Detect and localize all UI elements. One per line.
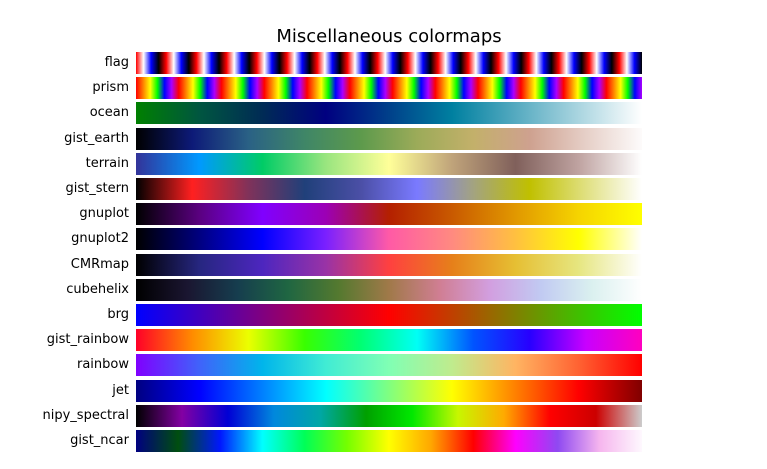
colormap-bar-nipy-spectral xyxy=(136,404,642,427)
colormap-label: prism xyxy=(92,80,129,96)
colormap-label: brg xyxy=(107,307,129,322)
colormap-bar-brg xyxy=(136,304,642,326)
colormap-bar-cubehelix xyxy=(136,278,642,301)
colormap-label: jet xyxy=(112,382,129,398)
colormap-bar-gist-ncar xyxy=(136,430,642,452)
colormap-bar-flag xyxy=(136,52,642,74)
colormap-bar-gist-earth xyxy=(136,127,642,150)
colormap-label: gist_ncar xyxy=(70,433,129,448)
colormap-label: gist_rainbow xyxy=(46,332,129,348)
colormap-label: CMRmap xyxy=(70,256,129,272)
colormap-bar-jet xyxy=(136,379,642,402)
colormap-label: cubehelix xyxy=(66,281,129,297)
colormap-label: flag xyxy=(104,55,129,70)
chart-title: Miscellaneous colormaps xyxy=(276,26,502,47)
colormap-bar-gist-stern xyxy=(136,178,642,200)
colormap-bar-gist-rainbow xyxy=(136,329,642,352)
colormap-label: gnuplot2 xyxy=(71,231,129,247)
colormap-label: gist_stern xyxy=(65,181,129,196)
colormap-label: ocean xyxy=(89,105,129,121)
colormap-bar-rainbow xyxy=(136,354,642,377)
colormap-bar-gnuplot xyxy=(136,203,642,226)
colormap-label: terrain xyxy=(85,155,129,171)
colormap-label: gist_earth xyxy=(64,130,129,146)
colormap-label: nipy_spectral xyxy=(42,407,130,423)
colormap-label: gnuplot xyxy=(79,206,129,222)
colormap-bar-gnuplot2 xyxy=(136,228,642,251)
colormap-bar-prism xyxy=(136,77,642,100)
colormap-bar-ocean xyxy=(136,102,642,125)
colormap-bar-cmrmap xyxy=(136,253,642,276)
colormap-label: rainbow xyxy=(77,357,129,373)
colormap-bar-terrain xyxy=(136,152,642,175)
